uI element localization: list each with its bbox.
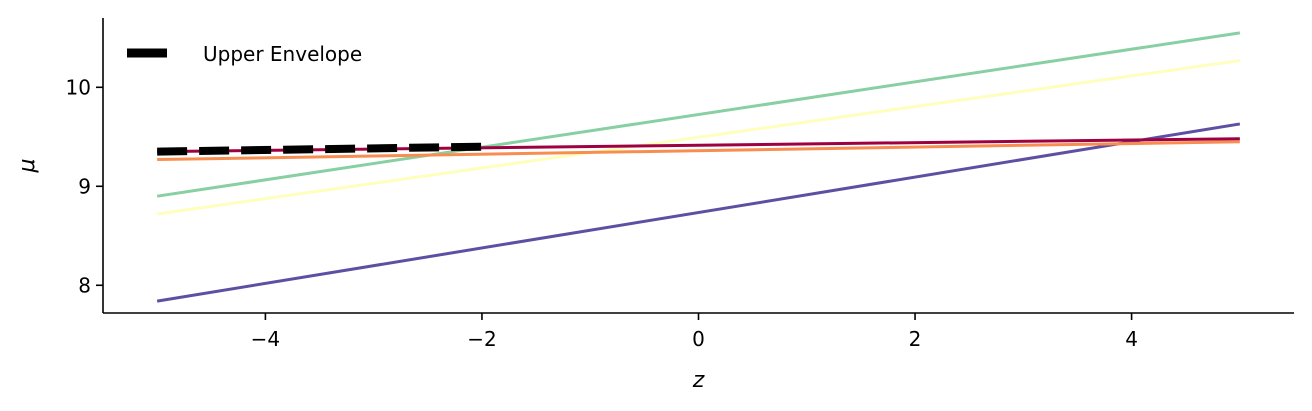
x-axis-label: z <box>692 368 705 393</box>
x-tick-label: 4 <box>1125 327 1138 351</box>
y-tick-label: 9 <box>78 174 91 198</box>
legend: Upper Envelope <box>127 42 362 66</box>
y-axis-label: μ <box>15 159 40 174</box>
x-tick-label: −4 <box>251 327 280 351</box>
y-tick-label: 10 <box>66 75 91 99</box>
series-line-4 <box>157 140 1240 162</box>
ticks: −4 −2 0 2 4 8 9 10 <box>66 75 1138 351</box>
x-tick-label: 0 <box>692 327 705 351</box>
plot-lines <box>156 31 1241 303</box>
x-tick-label: −2 <box>467 327 496 351</box>
series-line-1 <box>156 122 1241 303</box>
x-tick-label: 2 <box>909 327 922 351</box>
series-line-2 <box>156 59 1241 216</box>
series-line-upper-envelope <box>157 142 483 156</box>
legend-label-upper-envelope: Upper Envelope <box>203 42 362 66</box>
y-tick-label: 8 <box>78 273 91 297</box>
series-line-3 <box>156 31 1241 198</box>
